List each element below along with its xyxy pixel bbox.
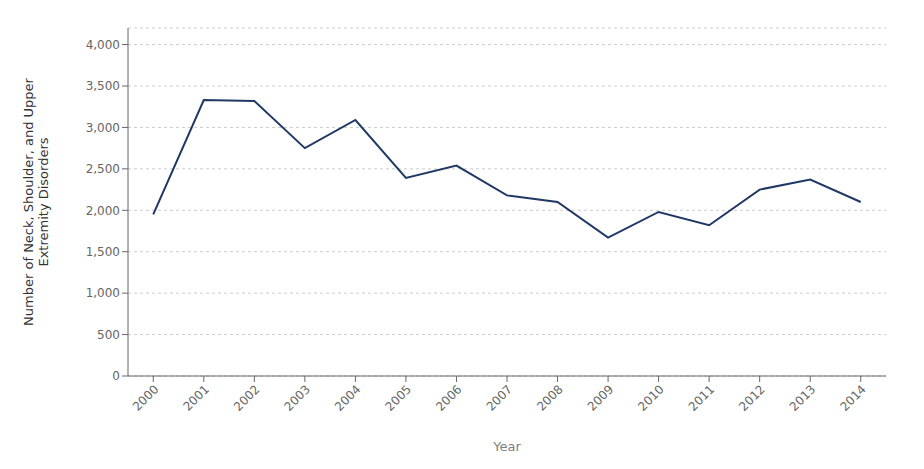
svg-text:0: 0	[112, 369, 120, 383]
svg-text:2,500: 2,500	[86, 162, 120, 176]
svg-text:500: 500	[97, 328, 120, 342]
svg-text:2013: 2013	[787, 382, 818, 413]
svg-text:2002: 2002	[231, 382, 262, 413]
svg-text:2001: 2001	[180, 382, 211, 413]
svg-text:2,000: 2,000	[86, 204, 120, 218]
svg-text:2004: 2004	[332, 382, 363, 413]
svg-text:2005: 2005	[383, 382, 414, 413]
svg-text:Year: Year	[492, 439, 521, 454]
svg-text:2009: 2009	[585, 382, 616, 413]
svg-text:2012: 2012	[736, 382, 767, 413]
svg-text:4,000: 4,000	[86, 38, 120, 52]
svg-text:2011: 2011	[686, 382, 717, 413]
svg-text:Number of Neck, Shoulder, and: Number of Neck, Shoulder, and UpperExtre…	[21, 77, 51, 325]
svg-text:2010: 2010	[635, 382, 666, 413]
svg-text:1,500: 1,500	[86, 245, 120, 259]
svg-text:2008: 2008	[534, 382, 565, 413]
svg-text:2014: 2014	[837, 382, 868, 413]
svg-text:1,000: 1,000	[86, 286, 120, 300]
svg-text:2006: 2006	[433, 382, 464, 413]
svg-text:2007: 2007	[484, 382, 515, 413]
svg-text:3,500: 3,500	[86, 79, 120, 93]
svg-text:3,000: 3,000	[86, 121, 120, 135]
svg-text:2000: 2000	[130, 382, 161, 413]
svg-text:2003: 2003	[282, 382, 313, 413]
